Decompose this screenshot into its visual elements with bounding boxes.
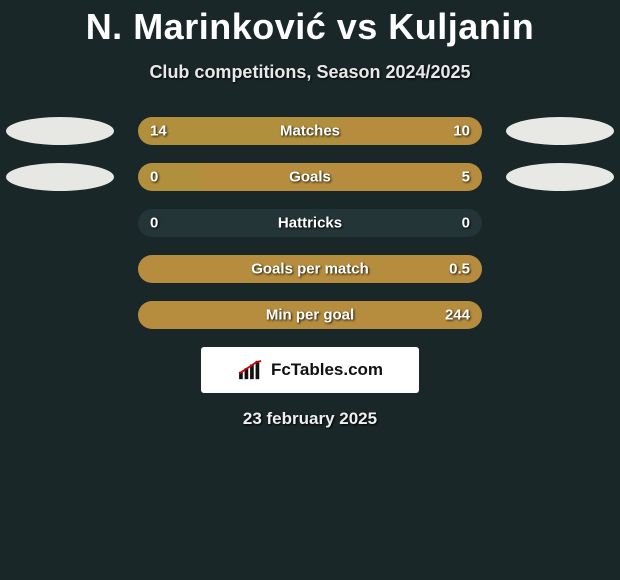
stat-value-right: 5 [462,169,470,186]
stat-metric-label: Matches [280,123,340,140]
player-right-badge [506,163,614,191]
stat-value-right: 0.5 [449,261,470,278]
stat-value-right: 0 [462,215,470,232]
stat-value-left: 14 [150,123,167,140]
stat-metric-label: Goals [289,169,331,186]
stat-value-left: 0 [150,215,158,232]
stats-table: 14 10 Matches 0 5 Goals 0 0 Hattricks 0.5 Goals pe… [0,117,620,329]
stat-metric-label: Hattricks [278,215,342,232]
stat-bar-left [138,163,200,191]
stat-row: 0 5 Goals [0,163,620,191]
stat-row: 0 0 Hattricks [0,209,620,237]
stat-value-left: 0 [150,169,158,186]
page-subtitle: Club competitions, Season 2024/2025 [0,62,620,83]
stat-value-right: 10 [453,123,470,140]
player-left-badge [6,117,114,145]
snapshot-date: 23 february 2025 [0,409,620,429]
bars-icon [237,359,265,381]
stat-row: 14 10 Matches [0,117,620,145]
stat-metric-label: Goals per match [251,261,369,278]
page-title: N. Marinković vs Kuljanin [0,6,620,48]
branding-text: FcTables.com [271,360,383,380]
stat-value-right: 244 [445,307,470,324]
player-right-badge [506,117,614,145]
stat-row: 244 Min per goal [0,301,620,329]
stat-bar-right [200,163,482,191]
branding-badge: FcTables.com [201,347,419,393]
player-left-badge [6,163,114,191]
stat-row: 0.5 Goals per match [0,255,620,283]
stat-metric-label: Min per goal [266,307,354,324]
